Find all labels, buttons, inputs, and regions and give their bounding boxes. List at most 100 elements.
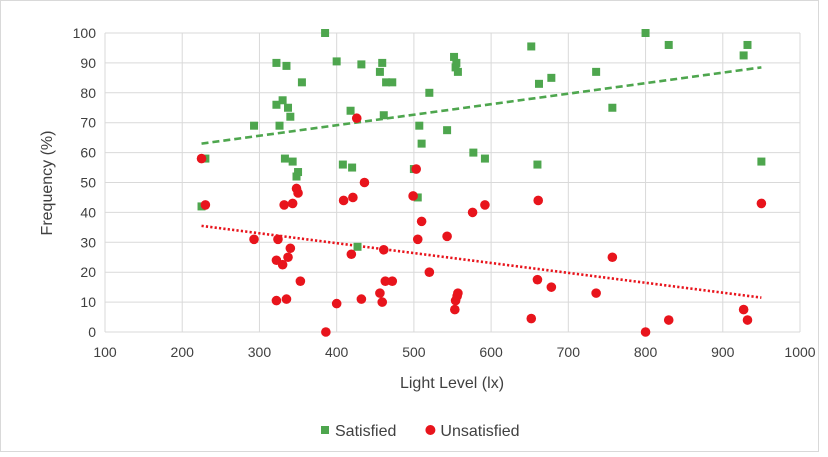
satisfied-point	[413, 193, 422, 202]
unsatisfied-point	[532, 274, 543, 285]
satisfied-point	[280, 154, 289, 163]
y-tick-label: 30	[80, 234, 96, 250]
y-axis-label: Frequency (%)	[39, 131, 56, 236]
unsatisfied-point	[640, 327, 651, 337]
unsatisfied-point	[378, 244, 389, 255]
unsatisfied-point	[277, 259, 288, 270]
unsatisfied-point	[196, 153, 207, 164]
unsatisfied-point	[359, 177, 370, 188]
chart-border	[0, 0, 819, 452]
unsatisfied-point	[480, 200, 490, 210]
y-tick-label: 10	[80, 294, 96, 310]
legend-label-unsatisfied: Unsatisfied	[440, 423, 519, 440]
unsatisfied-point	[346, 249, 357, 260]
satisfied-point	[294, 168, 303, 177]
satisfied-point	[452, 58, 461, 67]
x-tick-label: 700	[557, 344, 581, 360]
satisfied-point	[664, 40, 673, 49]
unsatisfied-point	[249, 234, 259, 245]
unsatisfied-point	[756, 198, 767, 209]
trendlines	[201, 66, 762, 299]
x-tick-label: 300	[248, 344, 272, 360]
unsatisfied-point	[453, 288, 463, 298]
unsatisfied-point	[351, 113, 362, 124]
unsatisfied-point	[279, 200, 289, 210]
y-tick-label: 80	[80, 85, 96, 101]
satisfied-point	[278, 96, 287, 105]
unsatisfied-point	[331, 298, 342, 309]
satisfied-point	[743, 40, 752, 49]
y-tick-label: 60	[80, 145, 96, 161]
satisfied-point	[480, 154, 489, 163]
unsatisfied-point	[607, 252, 618, 263]
satisfied-point	[527, 42, 536, 51]
unsatisfied-point	[295, 276, 306, 286]
satisfied-point	[757, 157, 766, 166]
unsatisfied-point	[467, 207, 478, 218]
legend-label-satisfied: Satisfied	[335, 423, 396, 440]
satisfied-point	[292, 172, 301, 181]
unsatisfied-point	[321, 327, 331, 337]
satisfied-point	[592, 67, 601, 76]
y-tick-label: 50	[80, 175, 96, 191]
unsatisfied-point	[285, 243, 296, 254]
satisfied-point	[272, 100, 281, 109]
y-tick-label: 70	[80, 115, 96, 131]
y-tick-label: 100	[73, 25, 97, 41]
satisfied-point	[641, 29, 650, 37]
satisfied-point	[284, 103, 293, 112]
satisfied-point	[353, 242, 362, 251]
satisfied-point	[282, 61, 291, 70]
satisfied-point	[288, 157, 297, 166]
scatter-chart: 0 10 20 30 40 50 60 70 80 90 100 100 200 300 400 500 600…	[0, 0, 819, 452]
unsatisfied-point	[412, 234, 423, 245]
unsatisfied-point	[287, 198, 298, 209]
unsatisfied-point	[450, 304, 460, 315]
unsatisfied-point	[742, 315, 753, 325]
satisfied-point	[321, 29, 330, 37]
satisfied-point	[332, 57, 341, 66]
y-tick-label: 20	[80, 264, 96, 280]
unsatisfied-point	[293, 188, 303, 198]
satisfied-point	[443, 126, 452, 135]
unsatisfied-point	[408, 191, 418, 201]
data-points	[196, 29, 767, 337]
unsatisfied-point	[591, 288, 601, 298]
unsatisfied-point	[738, 304, 749, 315]
satisfied-point	[338, 160, 347, 169]
satisfied-point	[417, 139, 426, 148]
x-tick-label: 900	[711, 344, 735, 360]
unsatisfied-point	[526, 313, 537, 324]
x-tick-label: 1000	[784, 344, 815, 360]
unsatisfied-point	[271, 295, 282, 306]
chart-container: 0 10 20 30 40 50 60 70 80 90 100 100 200 300 400 500 600…	[0, 0, 819, 452]
satisfied-point	[533, 160, 542, 169]
satisfied-point	[379, 111, 388, 120]
satisfied-point	[469, 148, 478, 157]
x-tick-label: 600	[479, 344, 503, 360]
satisfied-point	[534, 79, 543, 88]
unsatisfied-point	[377, 297, 388, 307]
x-tick-label: 100	[93, 344, 117, 360]
satisfied-point	[275, 121, 284, 130]
satisfied-point	[357, 60, 366, 69]
unsatisfied-point	[273, 234, 283, 245]
legend: Satisfied Unsatisfied	[321, 423, 520, 440]
unsatisfied-trendline	[201, 224, 762, 299]
satisfied-trendline	[201, 66, 762, 145]
unsatisfied-point	[546, 282, 557, 292]
satisfied-point	[348, 163, 357, 172]
x-tick-label: 400	[325, 344, 349, 360]
unsatisfied-point	[663, 315, 674, 325]
unsatisfied-point	[411, 164, 422, 174]
satisfied-point	[451, 63, 460, 72]
axes: 0 10 20 30 40 50 60 70 80 90 100 100 200 300 400 500 600…	[73, 25, 816, 360]
x-tick-label: 500	[402, 344, 426, 360]
unsatisfied-point	[424, 267, 435, 278]
satisfied-point	[382, 78, 391, 87]
x-tick-label: 800	[634, 344, 658, 360]
unsatisfied-point	[283, 252, 293, 263]
y-tick-label: 90	[80, 55, 96, 71]
satisfied-point	[547, 73, 556, 82]
unsatisfied-point	[338, 195, 349, 206]
